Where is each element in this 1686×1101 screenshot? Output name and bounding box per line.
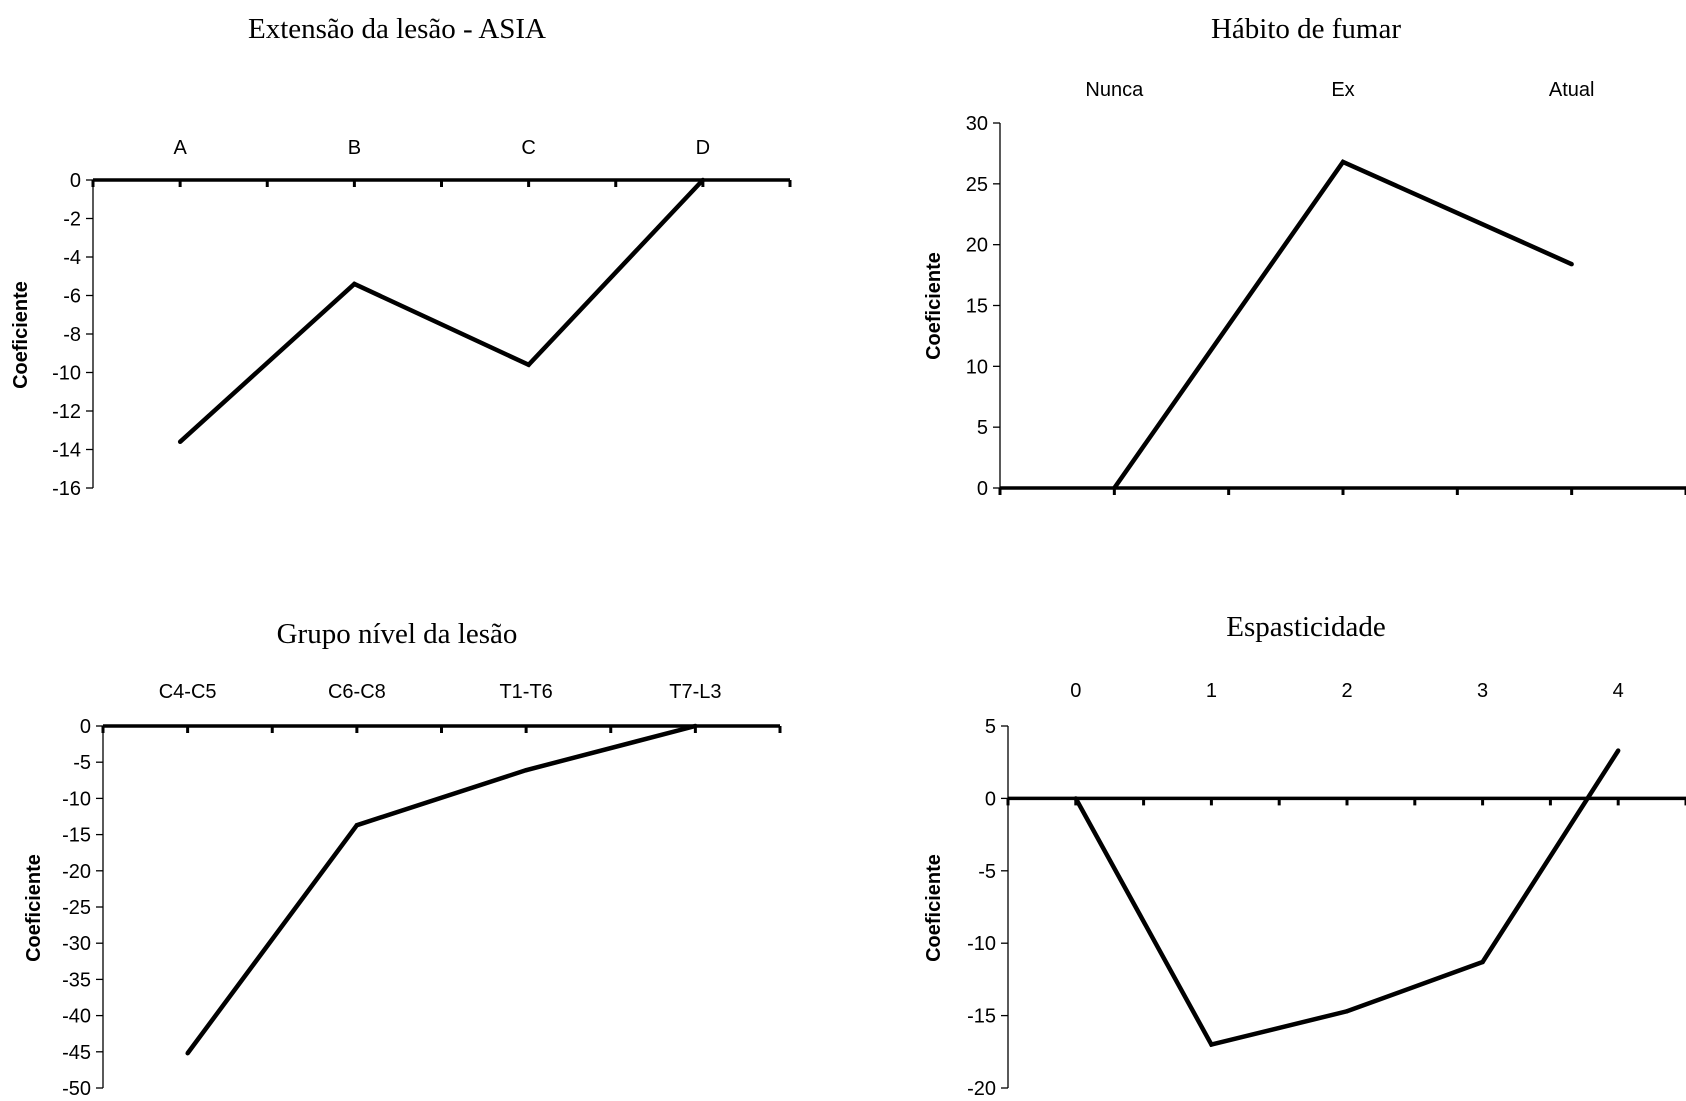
chart-title: Hábito de fumar	[1211, 13, 1401, 45]
x-tick-label: Nunca	[1085, 79, 1144, 101]
data-point	[1344, 1009, 1350, 1014]
y-tick-label: -5	[978, 861, 996, 883]
y-axis-label: Coeficiente	[23, 854, 45, 962]
series-line	[185, 723, 696, 1055]
y-tick-label: 30	[966, 113, 988, 135]
y-tick-label: -8	[63, 324, 81, 346]
y-tick-label: 25	[966, 174, 988, 196]
data-point	[1480, 959, 1485, 965]
y-tick-label: 10	[966, 356, 988, 378]
data-point	[693, 723, 698, 729]
data-point	[177, 439, 183, 444]
chart-panel-2: Hábito de fumar Coeficiente 30 25 20 15 10 5 0 Nu…	[923, 13, 1686, 500]
y-tick-label: 5	[977, 417, 988, 439]
y-axis-label: Coeficiente	[923, 252, 945, 360]
y-tick-label: 0	[80, 716, 91, 738]
data-point	[352, 281, 357, 287]
series-line	[1073, 749, 1621, 1048]
x-tick-label: Ex	[1331, 79, 1354, 101]
y-tick-label: -50	[62, 1078, 91, 1100]
series-line	[178, 178, 705, 444]
x-tick-label: C4-C5	[159, 681, 217, 703]
y-axis-label: Coeficiente	[923, 854, 945, 962]
y-tick-label: -20	[62, 861, 91, 883]
x-tick-label: T7-L3	[669, 681, 721, 703]
series-line	[1112, 159, 1573, 490]
data-point	[354, 822, 360, 828]
y-tick-label: -10	[52, 363, 81, 385]
data-point	[1112, 485, 1117, 491]
data-point	[1209, 1042, 1214, 1047]
y-tick-label: -10	[967, 933, 996, 955]
y-tick-label: -5	[73, 752, 91, 774]
data-point	[185, 1051, 190, 1056]
y-tick-label: -16	[52, 478, 81, 500]
x-tick-label: 0	[1070, 680, 1081, 702]
y-tick-label: -40	[62, 1006, 91, 1028]
y-tick-label: -10	[62, 788, 91, 810]
x-tick-label: C6-C8	[328, 681, 386, 703]
y-tick-label: 15	[966, 296, 988, 318]
y-tick-label: -45	[62, 1042, 91, 1064]
x-tick-label: D	[696, 137, 710, 159]
y-tick-label: -35	[62, 969, 91, 991]
chart-panel-3: Grupo nível da lesão Coeficiente 0 -5 -10 -15…	[23, 618, 782, 1100]
y-tick-label: -15	[967, 1006, 996, 1028]
chart-panel-4: Espasticidade Coeficiente 5 0 -5 -10 -15 -20 0 1 2…	[923, 611, 1686, 1100]
data-point	[523, 767, 529, 773]
y-tick-label: -14	[52, 440, 81, 462]
x-tick-label: 4	[1613, 680, 1624, 702]
x-tick-label: B	[348, 137, 361, 159]
y-tick-label: -6	[63, 286, 81, 308]
y-tick-label: 0	[977, 478, 988, 500]
chart-title: Grupo nível da lesão	[277, 618, 518, 650]
data-point	[1340, 159, 1346, 165]
x-tick-label: 2	[1341, 680, 1352, 702]
y-tick-label: -2	[63, 209, 81, 231]
y-tick-label: 0	[70, 170, 81, 192]
y-tick-label: -20	[967, 1078, 996, 1100]
y-tick-label: -15	[62, 825, 91, 847]
x-tick-label: A	[173, 137, 187, 159]
data-point	[1616, 748, 1621, 753]
y-tick-label: -25	[62, 897, 91, 919]
y-tick-label: 20	[966, 235, 988, 257]
x-tick-label: 3	[1477, 680, 1488, 702]
x-tick-label: 1	[1206, 680, 1217, 702]
data-point	[526, 362, 531, 367]
chart-title: Extensão da lesão - ASIA	[248, 13, 546, 45]
y-tick-label: -12	[52, 401, 81, 423]
y-tick-label: 5	[985, 716, 996, 738]
y-tick-label: -4	[63, 247, 81, 269]
y-tick-label: -30	[62, 933, 91, 955]
data-point	[1569, 261, 1574, 267]
chart-title: Espasticidade	[1226, 611, 1385, 643]
x-tick-label: C	[521, 137, 535, 159]
y-tick-label: 0	[985, 788, 996, 810]
data-point	[1073, 796, 1079, 801]
data-point	[700, 177, 706, 183]
x-tick-label: T1-T6	[499, 681, 552, 703]
y-axis-label: Coeficiente	[10, 281, 32, 389]
chart-panel-1: Extensão da lesão - ASIA Coeficiente 0 -2 -4…	[10, 13, 792, 500]
x-tick-label: Atual	[1549, 79, 1595, 101]
